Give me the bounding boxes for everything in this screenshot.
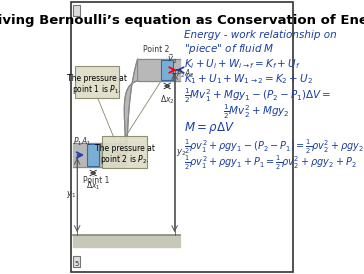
FancyBboxPatch shape bbox=[161, 60, 173, 80]
Text: $\frac{1}{2}Mv_1^2 + Mgy_1 - (P_2 - P_1)\Delta V =$: $\frac{1}{2}Mv_1^2 + Mgy_1 - (P_2 - P_1)… bbox=[185, 87, 332, 105]
Text: $\Delta x_2$: $\Delta x_2$ bbox=[160, 93, 174, 105]
Text: $M = \rho\Delta V$: $M = \rho\Delta V$ bbox=[185, 120, 235, 136]
Text: $K_1 + U_1 + W_{1\rightarrow 2} = K_2 + U_2$: $K_1 + U_1 + W_{1\rightarrow 2} = K_2 + … bbox=[185, 72, 313, 86]
Text: Point 1: Point 1 bbox=[83, 176, 110, 185]
Text: 5: 5 bbox=[74, 261, 78, 267]
Text: $\Delta x_1$: $\Delta x_1$ bbox=[86, 180, 100, 193]
Text: $y_1$: $y_1$ bbox=[66, 190, 76, 201]
Text: "piece" of fluid $M$: "piece" of fluid $M$ bbox=[185, 42, 275, 56]
Text: Energy - work relationship on: Energy - work relationship on bbox=[185, 30, 337, 40]
Text: $-P_2A_2$: $-P_2A_2$ bbox=[170, 67, 194, 79]
FancyBboxPatch shape bbox=[73, 5, 80, 16]
Text: point 1 is $P_1$.: point 1 is $P_1$. bbox=[72, 83, 122, 96]
FancyBboxPatch shape bbox=[75, 66, 119, 98]
Text: point 2 is $P_2$.: point 2 is $P_2$. bbox=[100, 153, 149, 166]
FancyBboxPatch shape bbox=[102, 136, 147, 168]
Text: $\frac{1}{2}\rho v_1^2 + \rho g y_1 - (P_2 - P_1) = \frac{1}{2}\rho v_2^2 + \rho: $\frac{1}{2}\rho v_1^2 + \rho g y_1 - (P… bbox=[185, 138, 364, 156]
Text: $\vec{v}_1$: $\vec{v}_1$ bbox=[118, 137, 128, 150]
Text: $\frac{1}{2}\rho v_1^2 + \rho g y_1 + P_1 = \frac{1}{2}\rho v_2^2 + \rho g y_2 +: $\frac{1}{2}\rho v_1^2 + \rho g y_1 + P_… bbox=[185, 154, 357, 172]
Text: Deriving Bernoulli’s equation as Conservation of Energy: Deriving Bernoulli’s equation as Conserv… bbox=[0, 14, 364, 27]
Text: $\vec{v}_2$: $\vec{v}_2$ bbox=[167, 52, 177, 65]
Text: The pressure at: The pressure at bbox=[67, 74, 127, 83]
Text: $\frac{1}{2}Mv_2^2 + Mgy_2$: $\frac{1}{2}Mv_2^2 + Mgy_2$ bbox=[223, 103, 289, 121]
FancyBboxPatch shape bbox=[73, 256, 80, 267]
Text: $y_2$: $y_2$ bbox=[176, 147, 186, 158]
Text: $K_i + U_i + W_{i\rightarrow f} = K_f + U_f$: $K_i + U_i + W_{i\rightarrow f} = K_f + … bbox=[185, 57, 301, 71]
Text: $P_1A_1$: $P_1A_1$ bbox=[73, 135, 91, 147]
FancyBboxPatch shape bbox=[71, 2, 293, 272]
FancyBboxPatch shape bbox=[87, 144, 99, 166]
PathPatch shape bbox=[124, 59, 138, 167]
Text: The pressure at: The pressure at bbox=[95, 144, 155, 153]
Text: Point 2: Point 2 bbox=[143, 45, 169, 54]
